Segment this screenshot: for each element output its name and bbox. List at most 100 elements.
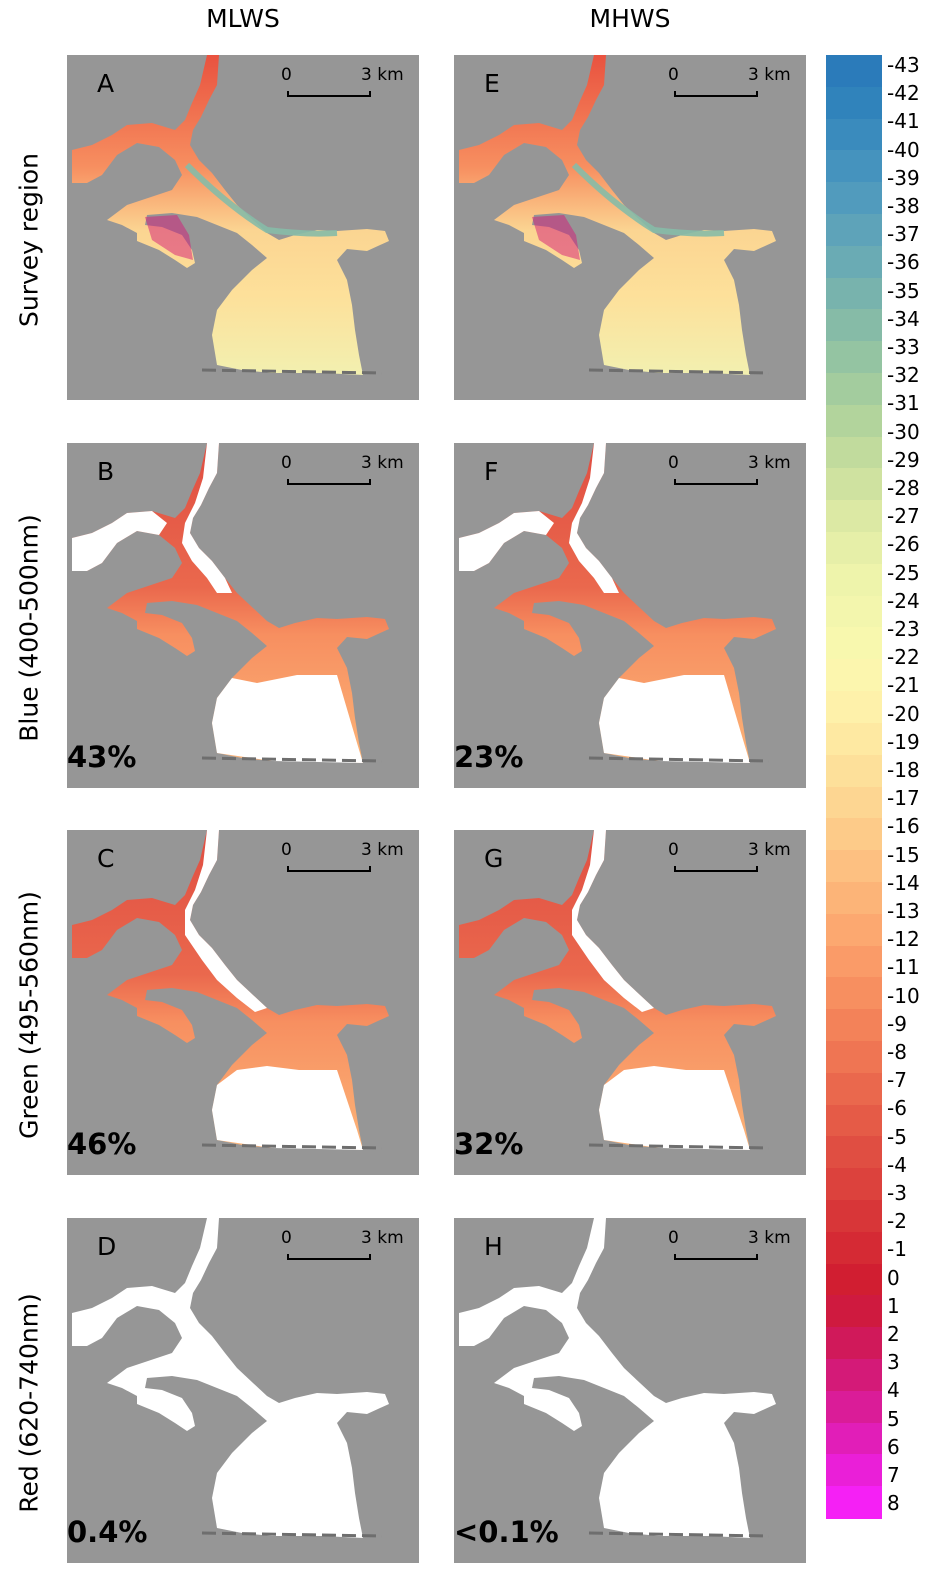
scale-three-km: 3 km (748, 840, 791, 860)
legend-swatch (826, 1358, 882, 1392)
legend-swatch (826, 1263, 882, 1296)
legend-swatch (826, 1072, 882, 1106)
survey-boundary (201, 1531, 383, 1538)
scale-bar: 0 3 km (668, 1228, 791, 1262)
scale-line (674, 479, 758, 485)
legend-label: -15 (887, 842, 920, 867)
panel-letter: B (97, 457, 115, 486)
scale-zero: 0 (281, 840, 292, 860)
legend-label: 0 (887, 1265, 900, 1290)
legend-label: -3 (887, 1181, 907, 1205)
legend-label: -36 (887, 250, 920, 275)
legend-swatch (826, 627, 882, 660)
channel (571, 162, 725, 237)
panel-letter: F (484, 457, 499, 486)
legend-label: 2 (887, 1322, 900, 1346)
legend-label: -11 (887, 955, 920, 980)
panel-letter: E (484, 69, 500, 98)
legend-label: -38 (887, 194, 920, 218)
survey-boundary (201, 1143, 383, 1150)
scale-three-km: 3 km (748, 65, 791, 85)
column-title-mlws: MLWS (206, 4, 280, 33)
no-data-area (212, 1066, 363, 1150)
legend-label: -39 (887, 165, 920, 190)
water-area (72, 1218, 389, 1538)
scale-zero: 0 (281, 453, 292, 473)
legend-swatch (826, 1136, 882, 1169)
scale-bar: 0 3 km (281, 453, 404, 487)
legend-swatch (826, 1486, 882, 1519)
scale-line (287, 479, 371, 485)
legend-label: -33 (887, 335, 920, 359)
legend-swatch (826, 1231, 882, 1265)
legend-label: -40 (887, 137, 920, 162)
map-panel-c: C 46% 0 3 km (67, 830, 419, 1175)
legend-swatch (826, 1390, 882, 1424)
legend-label: -28 (887, 476, 920, 500)
legend-label: 7 (887, 1463, 900, 1487)
no-data-area (72, 511, 167, 571)
legend-swatch (826, 436, 882, 470)
legend-label: -41 (887, 109, 920, 134)
scale-line (287, 1254, 371, 1260)
legend-label: -21 (887, 673, 920, 698)
scale-three-km: 3 km (748, 1228, 791, 1248)
legend-label: -2 (887, 1209, 907, 1234)
scale-zero: 0 (668, 453, 679, 473)
depth-color-legend (826, 55, 882, 1519)
legend-swatch (826, 786, 882, 819)
coverage-percent: <0.1% (454, 1515, 559, 1549)
legend-label: -4 (887, 1152, 907, 1177)
map-panel-f: F 23% 0 3 km (454, 443, 806, 788)
scale-line (287, 866, 371, 872)
legend-swatch (826, 722, 882, 756)
legend-label: -34 (887, 306, 920, 331)
legend-label: -5 (887, 1124, 907, 1149)
scale-bar: 0 3 km (668, 65, 791, 99)
legend-swatch (826, 1104, 882, 1137)
scale-zero: 0 (668, 840, 679, 860)
coverage-percent: 0.4% (67, 1515, 148, 1549)
scale-line (674, 1254, 758, 1260)
scale-bar: 0 3 km (668, 453, 791, 487)
no-data-channel (572, 830, 654, 1012)
legend-label: -35 (887, 278, 920, 303)
legend-swatch (826, 86, 882, 120)
panel-letter: C (97, 844, 115, 873)
survey-boundary (588, 1531, 770, 1538)
panel-letter: G (484, 844, 504, 873)
map-panel-b: B 43% 0 3 km (67, 443, 419, 788)
legend-label: -37 (887, 222, 920, 247)
panel-letter: A (97, 69, 115, 98)
legend-label: 5 (887, 1406, 900, 1431)
legend-swatch (826, 977, 882, 1010)
scale-zero: 0 (281, 65, 292, 85)
inlet-magenta (532, 215, 580, 260)
legend-swatch (826, 118, 882, 151)
legend-swatch (826, 913, 882, 947)
legend-label: -12 (887, 927, 920, 952)
legend-swatch (826, 532, 882, 565)
water-area (72, 55, 389, 375)
legend-swatch (826, 341, 882, 374)
legend-label: -26 (887, 532, 920, 557)
legend-swatch (826, 55, 882, 88)
legend-label: -6 (887, 1096, 907, 1121)
legend-label: -1 (887, 1237, 907, 1262)
legend-label: -8 (887, 1040, 907, 1064)
row-title-survey-region: Survey region (14, 153, 44, 327)
legend-swatch (826, 691, 882, 724)
legend-swatch (826, 1327, 882, 1360)
no-data-area (599, 675, 750, 763)
legend-label: -7 (887, 1068, 907, 1093)
legend-label: -25 (887, 560, 920, 585)
no-data-channel (569, 443, 619, 593)
inlet-magenta (145, 215, 193, 260)
legend-swatch (826, 595, 882, 629)
legend-swatch (826, 1168, 882, 1201)
water-area (459, 55, 776, 375)
legend-label: 6 (887, 1434, 900, 1459)
legend-label: -32 (887, 363, 920, 388)
legend-swatch (826, 1454, 882, 1487)
legend-swatch (826, 404, 882, 438)
